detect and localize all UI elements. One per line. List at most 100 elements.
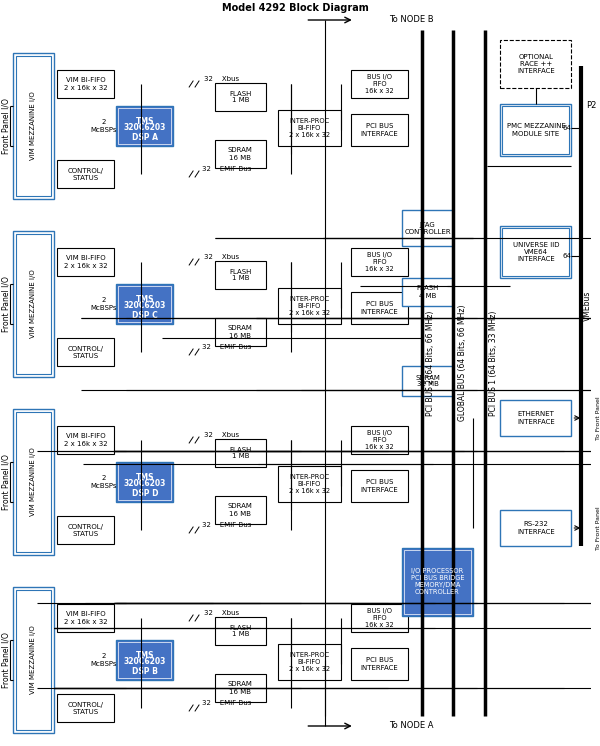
Text: To NODE A: To NODE A: [389, 721, 434, 730]
Bar: [402, 366, 453, 396]
Bar: [215, 83, 266, 111]
Text: PCI BUS 1 (64 Bits, 33 MHz): PCI BUS 1 (64 Bits, 33 MHz): [489, 310, 498, 416]
Text: 320C6203: 320C6203: [124, 124, 166, 133]
Text: BUS I/O
FIFO
16k x 32: BUS I/O FIFO 16k x 32: [365, 252, 394, 272]
Text: BUS I/O
FIFO
16k x 32: BUS I/O FIFO 16k x 32: [365, 74, 394, 94]
Bar: [402, 278, 453, 306]
Bar: [16, 234, 51, 374]
Text: 320C6203: 320C6203: [124, 657, 166, 666]
Bar: [500, 104, 571, 156]
Text: VMEbus: VMEbus: [583, 291, 592, 322]
Text: P2: P2: [586, 101, 596, 110]
Text: 32    EMIF Bus: 32 EMIF Bus: [202, 522, 251, 528]
Text: CONTROL/
STATUS: CONTROL/ STATUS: [68, 701, 104, 715]
Bar: [13, 409, 54, 555]
Text: RS-232
INTERFACE: RS-232 INTERFACE: [517, 521, 555, 534]
Text: 32    EMIF Bus: 32 EMIF Bus: [202, 700, 251, 706]
Bar: [502, 228, 569, 276]
Text: DSP A: DSP A: [132, 133, 158, 142]
Bar: [278, 110, 341, 146]
Text: SDRAM
16 MB: SDRAM 16 MB: [228, 504, 253, 516]
Text: PCI BUS
INTERFACE: PCI BUS INTERFACE: [361, 301, 398, 315]
Bar: [500, 226, 571, 278]
Text: SDRAM
16 MB: SDRAM 16 MB: [228, 148, 253, 160]
Text: CONTROL/
STATUS: CONTROL/ STATUS: [68, 168, 104, 181]
Text: PCI BUS
INTERFACE: PCI BUS INTERFACE: [361, 124, 398, 137]
Bar: [57, 426, 114, 454]
Bar: [404, 550, 471, 614]
Text: VIM BI-FIFO
2 x 16k x 32: VIM BI-FIFO 2 x 16k x 32: [64, 612, 107, 624]
Bar: [57, 248, 114, 276]
Bar: [116, 462, 173, 502]
Text: PCI BUS 2 (64 Bits, 66 MHz): PCI BUS 2 (64 Bits, 66 MHz): [426, 310, 435, 416]
Text: UNIVERSE IID
VME64
INTERFACE: UNIVERSE IID VME64 INTERFACE: [513, 242, 559, 262]
Text: INTER-PROC
BI-FIFO
2 x 16k x 32: INTER-PROC BI-FIFO 2 x 16k x 32: [289, 296, 330, 316]
Bar: [278, 644, 341, 680]
Text: VIM MEZZANINE I/O: VIM MEZZANINE I/O: [31, 626, 37, 695]
Text: To NODE B: To NODE B: [389, 16, 434, 25]
Text: TMS: TMS: [136, 651, 154, 659]
Text: 320C6203: 320C6203: [124, 480, 166, 489]
Text: BUS I/O
FIFO
16k x 32: BUS I/O FIFO 16k x 32: [365, 430, 394, 450]
Bar: [16, 412, 51, 552]
Bar: [57, 160, 114, 188]
Text: Front Panel I/O: Front Panel I/O: [1, 98, 10, 154]
Bar: [215, 140, 266, 168]
Text: McBSPs: McBSPs: [90, 483, 116, 489]
Bar: [215, 439, 266, 467]
Bar: [500, 40, 571, 88]
Text: FLASH
1 MB: FLASH 1 MB: [229, 624, 251, 638]
Bar: [351, 426, 408, 454]
Bar: [402, 210, 453, 246]
Bar: [57, 338, 114, 366]
Text: McBSPs: McBSPs: [90, 661, 116, 667]
Text: FLASH
1 MB: FLASH 1 MB: [229, 447, 251, 460]
Bar: [13, 587, 54, 733]
Text: SDRAM
16 MB: SDRAM 16 MB: [228, 682, 253, 695]
Text: VIM BI-FIFO
2 x 16k x 32: VIM BI-FIFO 2 x 16k x 32: [64, 255, 107, 269]
Bar: [500, 510, 571, 546]
Bar: [57, 516, 114, 544]
Text: FLASH
1 MB: FLASH 1 MB: [229, 269, 251, 281]
Bar: [278, 466, 341, 502]
Text: FLASH
4 MB: FLASH 4 MB: [416, 286, 439, 298]
Bar: [118, 642, 172, 678]
Text: Front Panel I/O: Front Panel I/O: [1, 276, 10, 332]
Text: VIM MEZZANINE I/O: VIM MEZZANINE I/O: [31, 448, 37, 516]
Text: PCI BUS
INTERFACE: PCI BUS INTERFACE: [361, 480, 398, 492]
Bar: [16, 590, 51, 730]
Text: To Front Panel: To Front Panel: [596, 507, 600, 550]
Text: 64: 64: [562, 125, 571, 131]
Bar: [500, 400, 571, 436]
Text: 2: 2: [101, 119, 106, 125]
Bar: [57, 694, 114, 722]
Bar: [118, 464, 172, 500]
Text: To Front Panel: To Front Panel: [596, 396, 600, 440]
Text: Model 4292 Block Diagram: Model 4292 Block Diagram: [222, 3, 369, 13]
Bar: [351, 604, 408, 632]
Text: BUS I/O
FIFO
16k x 32: BUS I/O FIFO 16k x 32: [365, 608, 394, 628]
Text: VIM BI-FIFO
2 x 16k x 32: VIM BI-FIFO 2 x 16k x 32: [64, 433, 107, 447]
Bar: [215, 674, 266, 702]
Bar: [116, 640, 173, 680]
Bar: [116, 106, 173, 146]
Text: DSP C: DSP C: [132, 310, 158, 319]
Text: GLOBAL BUS (64 Bits, 66 MHz): GLOBAL BUS (64 Bits, 66 MHz): [458, 305, 467, 421]
Text: Front Panel I/O: Front Panel I/O: [1, 632, 10, 688]
Bar: [118, 286, 172, 322]
Text: 320C6203: 320C6203: [124, 301, 166, 310]
Text: 32    Xbus: 32 Xbus: [204, 610, 239, 616]
Text: McBSPs: McBSPs: [90, 127, 116, 133]
Text: DSP D: DSP D: [131, 489, 158, 498]
Bar: [351, 114, 408, 146]
Text: 32    Xbus: 32 Xbus: [204, 254, 239, 260]
Text: 32    EMIF Bus: 32 EMIF Bus: [202, 166, 251, 172]
Text: VIM BI-FIFO
2 x 16k x 32: VIM BI-FIFO 2 x 16k x 32: [64, 78, 107, 90]
Bar: [278, 288, 341, 324]
Text: JTAG
CONTROLLER: JTAG CONTROLLER: [404, 222, 451, 234]
Text: 2: 2: [101, 297, 106, 303]
Text: OPTIONAL
RACE ++
INTERFACE: OPTIONAL RACE ++ INTERFACE: [517, 54, 555, 74]
Bar: [351, 70, 408, 98]
Text: INTER-PROC
BI-FIFO
2 x 16k x 32: INTER-PROC BI-FIFO 2 x 16k x 32: [289, 474, 330, 494]
Text: CONTROL/
STATUS: CONTROL/ STATUS: [68, 345, 104, 359]
